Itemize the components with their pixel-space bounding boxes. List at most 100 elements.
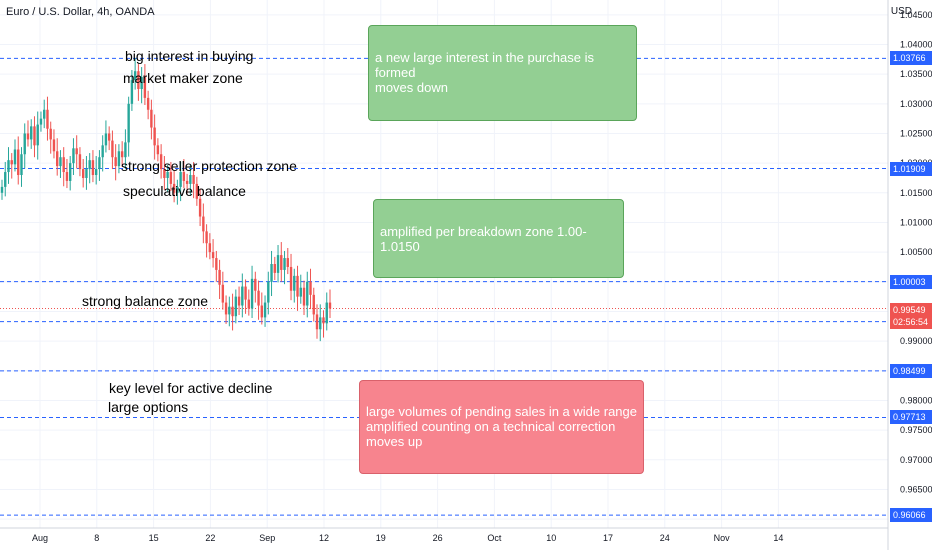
price-axis: 1.045001.040001.035001.030001.025001.020… bbox=[900, 10, 932, 524]
candle-body bbox=[75, 148, 78, 155]
candle-body bbox=[296, 275, 299, 297]
candle-body bbox=[72, 148, 75, 164]
candle-body bbox=[185, 180, 189, 184]
candle-body bbox=[159, 154, 163, 170]
annotation-big-interest: big interest in buying bbox=[125, 48, 254, 64]
candle-body bbox=[169, 172, 173, 184]
candle-body bbox=[289, 266, 293, 291]
candle-body bbox=[52, 139, 56, 152]
level-price-tag: 0.97713 bbox=[890, 410, 932, 425]
candle-body bbox=[306, 281, 309, 306]
note-breakdown-zone[interactable]: amplified per breakdown zone 1.00-1.0150 bbox=[373, 199, 624, 278]
candle-body bbox=[215, 258, 218, 270]
candle-body bbox=[133, 71, 137, 81]
y-tick-label: 1.03000 bbox=[900, 99, 932, 109]
candle-body bbox=[98, 157, 101, 170]
y-tick-label: 1.04500 bbox=[900, 10, 932, 20]
level-price-tag: 0.98499 bbox=[890, 363, 932, 378]
candle-body bbox=[20, 154, 23, 176]
candle-body bbox=[315, 314, 319, 330]
candle-body bbox=[276, 255, 280, 273]
candle-body bbox=[26, 133, 30, 140]
x-tick-label: 15 bbox=[149, 533, 159, 543]
candle-body bbox=[273, 264, 276, 273]
chart-title: Euro / U.S. Dollar, 4h, OANDA bbox=[6, 6, 155, 18]
level-price-tag: 1.03766 bbox=[890, 51, 932, 66]
candle-body bbox=[153, 127, 156, 146]
x-tick-label: 8 bbox=[94, 533, 99, 543]
candle-body bbox=[36, 124, 39, 146]
candle-body bbox=[234, 296, 238, 317]
candle-body bbox=[127, 103, 130, 143]
candle-body bbox=[309, 281, 312, 295]
candle-body bbox=[101, 145, 104, 158]
candle-body bbox=[260, 305, 264, 318]
candle-body bbox=[218, 269, 221, 285]
candle-body bbox=[179, 172, 182, 187]
candle-body bbox=[150, 109, 153, 128]
candle-body bbox=[263, 302, 267, 318]
candle-body bbox=[104, 133, 108, 146]
last-price-value: 0.99549 bbox=[893, 304, 926, 315]
candle-body bbox=[140, 77, 143, 89]
candle-body bbox=[198, 198, 202, 217]
annotation-strong-balance: strong balance zone bbox=[82, 293, 209, 309]
candle-body bbox=[156, 145, 160, 155]
x-tick-label: 22 bbox=[205, 533, 215, 543]
candle-body bbox=[49, 128, 52, 140]
y-tick-label: 1.03500 bbox=[900, 69, 932, 79]
candle-body bbox=[231, 306, 234, 317]
candle-body bbox=[299, 287, 302, 297]
x-tick-label: Nov bbox=[714, 533, 731, 543]
candle-body bbox=[237, 296, 241, 306]
candle-body bbox=[257, 290, 260, 306]
candle-body bbox=[293, 275, 296, 291]
note-purchase-line1: a new large interest in the purchase is … bbox=[375, 50, 594, 80]
candle-body bbox=[91, 160, 95, 176]
candle-body bbox=[13, 149, 17, 165]
annotation-seller-protection: strong seller protection zone bbox=[121, 158, 297, 174]
y-tick-label: 1.02500 bbox=[900, 128, 932, 138]
candle-body bbox=[244, 286, 247, 300]
candle-body bbox=[7, 160, 10, 173]
x-tick-label: 12 bbox=[319, 533, 329, 543]
candle-body bbox=[94, 169, 98, 176]
candle-body bbox=[59, 157, 62, 167]
candle-body bbox=[241, 286, 244, 306]
candle-body bbox=[254, 278, 257, 291]
x-tick-label: 17 bbox=[603, 533, 613, 543]
y-tick-label: 0.96500 bbox=[900, 484, 932, 494]
candle-body bbox=[85, 169, 88, 178]
candle-body bbox=[283, 258, 286, 270]
candle-body bbox=[176, 186, 179, 193]
candle-body bbox=[211, 252, 215, 259]
x-tick-label: 19 bbox=[376, 533, 386, 543]
note-pending-sales[interactable]: large volumes of pending sales in a wide… bbox=[359, 380, 644, 474]
y-tick-label: 0.97500 bbox=[900, 425, 932, 435]
candle-body bbox=[120, 151, 124, 158]
annotation-speculative: speculative balance bbox=[123, 183, 246, 199]
candle-body bbox=[166, 172, 169, 178]
annotation-large-options: large options bbox=[108, 399, 189, 415]
candle-body bbox=[0, 186, 4, 193]
last-price-tag: 0.99549 02:56:54 bbox=[890, 302, 932, 329]
candle-body bbox=[117, 151, 121, 167]
candle-body bbox=[43, 109, 46, 119]
candle-body bbox=[39, 118, 43, 125]
y-tick-label: 0.98000 bbox=[900, 395, 932, 405]
time-axis: Aug 8 15 22 Sep 12 19 26 Oct 10 17 24 Nov 14 bbox=[32, 533, 783, 543]
candle-body bbox=[146, 97, 150, 110]
candle-body bbox=[23, 133, 26, 155]
candle-body bbox=[224, 302, 228, 315]
candle-body bbox=[267, 281, 270, 303]
note-purchase-interest[interactable]: a new large interest in the purchase is … bbox=[368, 25, 637, 121]
candle-body bbox=[124, 142, 127, 158]
candle-body bbox=[328, 302, 332, 309]
candle-body bbox=[250, 278, 254, 309]
candle-body bbox=[302, 287, 306, 306]
x-tick-label: 10 bbox=[546, 533, 556, 543]
candle-body bbox=[62, 157, 65, 173]
candle-body bbox=[56, 151, 59, 167]
candle-body bbox=[195, 183, 199, 199]
y-tick-label: 1.01000 bbox=[900, 217, 932, 227]
